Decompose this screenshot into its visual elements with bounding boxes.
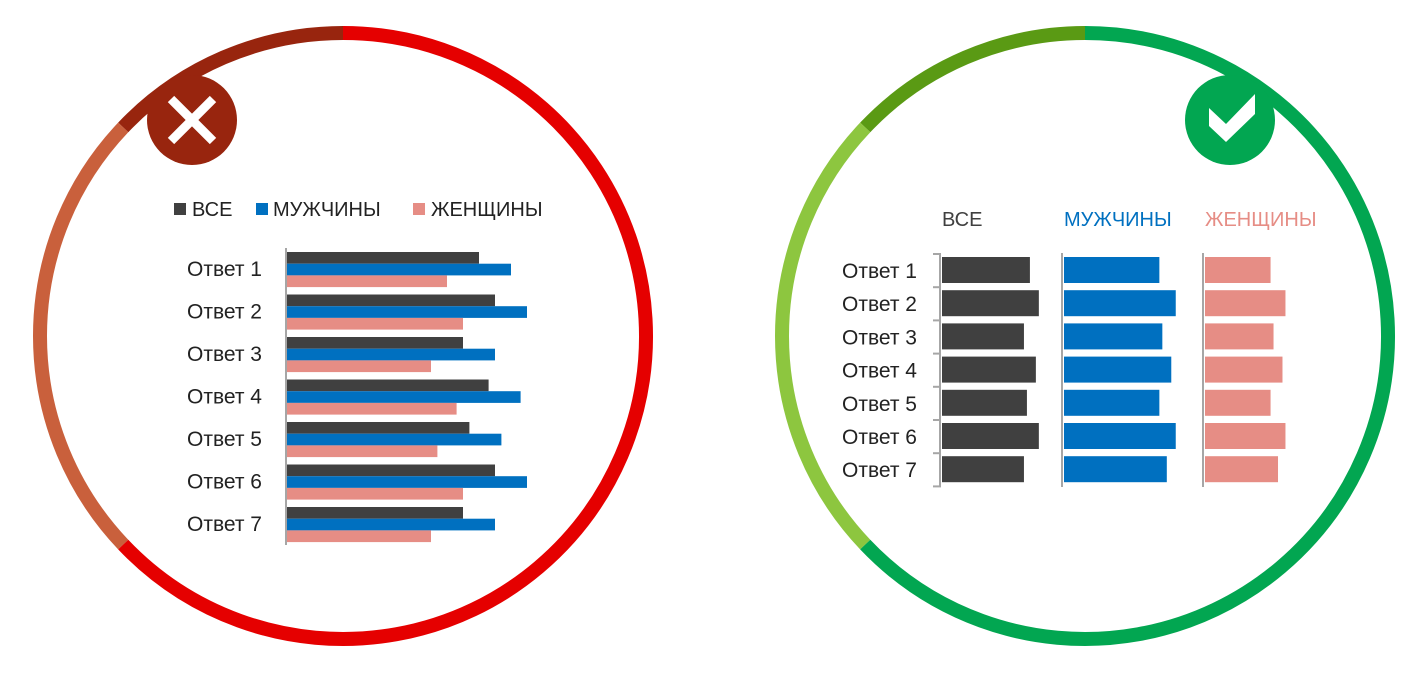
bar (287, 294, 495, 307)
bar (287, 507, 463, 519)
bar (287, 391, 521, 403)
category-label: Ответ 1 (187, 258, 262, 281)
bar (287, 306, 527, 318)
ring-segment (860, 26, 1086, 133)
legend: ВСЕ МУЖЧИНЫ ЖЕНЩИНЫ (174, 199, 543, 221)
category-label: Ответ 2 (187, 301, 262, 324)
bar (1064, 456, 1167, 483)
bar (1064, 290, 1176, 317)
bar (942, 290, 1039, 317)
bar (1205, 290, 1286, 317)
bar (1205, 356, 1283, 383)
column-header: ВСЕ (942, 209, 982, 231)
category-label: Ответ 3 (842, 326, 917, 349)
good-badge (1185, 75, 1275, 165)
category-label: Ответ 6 (842, 426, 917, 449)
legend-swatch (256, 203, 268, 215)
bad-badge (147, 75, 237, 165)
bar (942, 257, 1030, 283)
category-label: Ответ 1 (842, 260, 917, 283)
bar (942, 389, 1027, 416)
ring-segment (118, 26, 344, 133)
bad-example-ring (33, 26, 653, 646)
bar (287, 445, 438, 458)
bar (287, 263, 511, 276)
column-header: ЖЕНЩИНЫ (1205, 209, 1317, 231)
category-label: Ответ 6 (187, 471, 262, 494)
bar (1205, 389, 1271, 416)
bar (942, 356, 1036, 383)
bar (1205, 323, 1274, 350)
legend-swatch (174, 203, 186, 215)
category-label: Ответ 4 (842, 360, 917, 383)
bar (287, 402, 457, 415)
bar (287, 518, 495, 531)
bar (287, 530, 431, 543)
bar (1064, 389, 1160, 416)
bar (942, 423, 1039, 449)
legend-swatch (413, 203, 425, 215)
legend-label: МУЖЧИНЫ (273, 199, 381, 221)
bar (942, 323, 1024, 350)
category-label: Ответ 7 (187, 513, 262, 536)
bar (1205, 423, 1286, 449)
column-header: МУЖЧИНЫ (1064, 209, 1172, 231)
bar (287, 476, 527, 488)
bar (287, 422, 470, 434)
category-label: Ответ 5 (187, 428, 262, 451)
ring-segment (118, 26, 653, 646)
bar (1064, 323, 1163, 350)
bar (1064, 257, 1160, 283)
bar (287, 348, 495, 361)
bar (287, 317, 463, 330)
checkmark-icon (1209, 94, 1255, 142)
bar (287, 275, 447, 288)
category-label: Ответ 3 (187, 343, 262, 366)
category-label: Ответ 5 (842, 393, 917, 416)
bar (1205, 257, 1271, 283)
close-x-icon (167, 95, 217, 145)
bar (287, 337, 463, 349)
category-label: Ответ 7 (842, 459, 917, 482)
legend-label: ЖЕНЩИНЫ (431, 199, 543, 221)
bar (1064, 356, 1172, 383)
bar (942, 456, 1024, 483)
legend-label: ВСЕ (192, 199, 232, 221)
category-label: Ответ 4 (187, 386, 262, 409)
ring-segment (775, 122, 871, 550)
bar (287, 360, 431, 373)
bar (1205, 456, 1279, 483)
bar (1064, 423, 1176, 449)
bad-chart: ВСЕ МУЖЧИНЫ ЖЕНЩИНЫ Ответ 1 Ответ 2 Ответ 3 От… (174, 199, 543, 545)
bar (287, 379, 489, 392)
bar (287, 464, 495, 477)
bar (287, 487, 463, 500)
category-label: Ответ 2 (842, 293, 917, 316)
bar (287, 252, 479, 264)
bar (287, 433, 502, 446)
good-chart: ВСЕ МУЖЧИНЫ ЖЕНЩИНЫ Ответ 1 Ответ 2 Ответ 3 От… (842, 209, 1317, 488)
ring-segment (33, 122, 129, 550)
